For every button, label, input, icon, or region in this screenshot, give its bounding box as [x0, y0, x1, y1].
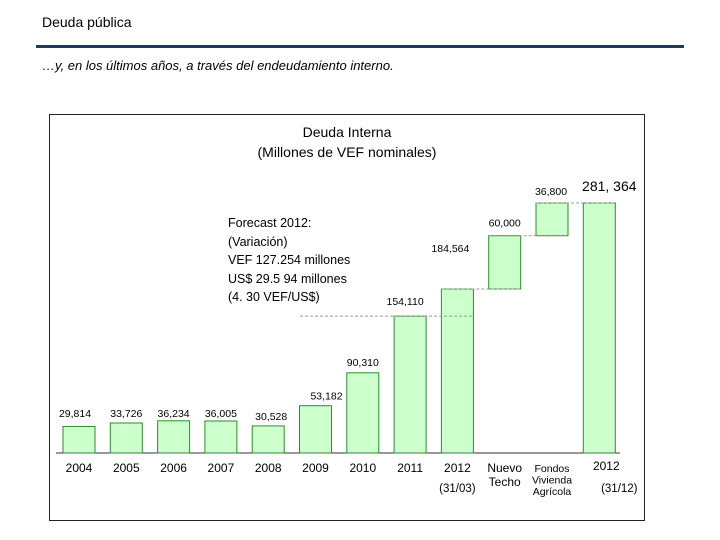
data-label: 30,528 [255, 411, 287, 423]
x-tick-label: Nuevo [487, 461, 522, 475]
x-tick-label: 2005 [113, 461, 140, 475]
bar [535, 202, 569, 237]
x-tick-label: Techo [489, 475, 521, 489]
x-tick-label: 2010 [349, 461, 376, 475]
data-label: 281, 364 [582, 178, 637, 194]
chart-title: Deuda Interna [302, 124, 392, 140]
data-label: 60,000 [489, 218, 521, 230]
bar [251, 425, 285, 454]
bar [62, 426, 96, 454]
x-tick-label: 2011 [397, 461, 423, 475]
bar [109, 422, 143, 454]
bar [157, 420, 191, 454]
bar [393, 315, 427, 454]
data-label: 53,182 [310, 391, 342, 403]
x-tick-label: 2008 [255, 461, 282, 475]
chart-title-block: Deuda Interna (Millones de VEF nominales… [51, 122, 643, 162]
forecast-line: (Variación) [228, 234, 288, 249]
x-tick-label: 2006 [160, 461, 187, 475]
data-label: 36,234 [158, 408, 190, 420]
bar [299, 405, 332, 454]
x-tick-sublabel: (31/12) [601, 483, 638, 495]
forecast-line: Forecast 2012: [228, 216, 312, 230]
data-label: 36,800 [535, 186, 567, 198]
x-tick-label: Agrícola [533, 486, 572, 498]
forecast-line: VEF 127.254 millones [228, 253, 351, 267]
x-tick-label: 2004 [66, 461, 93, 475]
data-label: 29,814 [59, 408, 91, 420]
data-label: 154,110 [387, 296, 424, 308]
title-divider [36, 45, 684, 48]
page-title: Deuda pública [42, 14, 132, 30]
forecast-line: (4. 30 VEF/US$) [228, 290, 320, 304]
bar [346, 372, 380, 454]
bar [582, 202, 616, 454]
page-subtitle: …y, en los últimos años, a través del en… [42, 58, 394, 73]
forecast-line: US$ 29.5 94 millones [228, 271, 347, 286]
x-tick-label: 2012 [593, 459, 620, 473]
x-tick-label: 2007 [208, 461, 235, 475]
data-label: 36,005 [205, 408, 237, 420]
x-tick-sublabel: (31/03) [439, 483, 476, 495]
x-tick-label: 2009 [302, 461, 329, 475]
data-label: 33,726 [110, 408, 142, 420]
bar [204, 420, 238, 454]
bar [440, 288, 474, 454]
forecast-note: Forecast 2012: (Variación) VEF 127.254 m… [228, 214, 350, 307]
x-tick-label: 2012 [444, 461, 471, 475]
data-label: 184,564 [431, 243, 469, 255]
x-tick-label: Fondos [534, 463, 569, 475]
bar [488, 235, 522, 290]
data-label: 90,310 [347, 357, 379, 369]
chart-subtitle: (Millones de VEF nominales) [257, 144, 437, 160]
x-tick-label: Vivienda [532, 475, 572, 487]
